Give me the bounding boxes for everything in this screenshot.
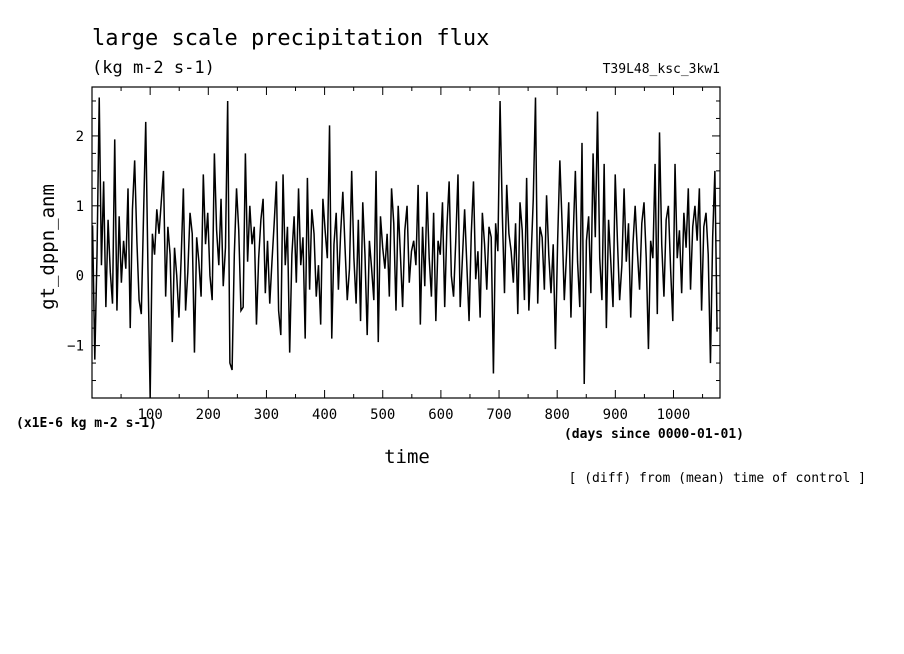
y-axis-label: gt_dppn_anm	[37, 184, 59, 310]
x-axis-ticks: 100 200 300 400 500 600 700 800 900 1000	[120, 87, 704, 423]
x-tick-label: 300	[254, 407, 279, 423]
x-axis-label: time	[384, 446, 430, 468]
time-units: (days since 0000-01-01)	[564, 427, 744, 442]
series-line	[92, 97, 718, 398]
run-name: T39L48_ksc_3kw1	[603, 62, 720, 77]
y-tick-label: 0	[76, 269, 84, 285]
x-tick-label: 500	[370, 407, 395, 423]
x-tick-label: 800	[545, 407, 570, 423]
diff-note: [ (diff) from (mean) time of control ]	[569, 471, 866, 486]
scale-note: (x1E-6 kg m-2 s-1)	[16, 416, 157, 431]
x-tick-label: 400	[312, 407, 337, 423]
y-tick-label: −1	[67, 339, 84, 355]
chart-units: (kg m-2 s-1)	[92, 58, 215, 78]
x-tick-label: 700	[486, 407, 511, 423]
plot-area: 100 200 300 400 500 600 700 800 900 1000 −1 0 1 2	[67, 86, 721, 423]
y-tick-label: 2	[76, 129, 84, 145]
y-tick-label: 1	[76, 199, 84, 215]
chart-title: large scale precipitation flux	[92, 26, 489, 51]
x-tick-label: 900	[603, 407, 628, 423]
x-tick-label: 600	[428, 407, 453, 423]
x-tick-label: 1000	[657, 407, 691, 423]
plot-frame	[91, 86, 721, 399]
x-tick-label: 200	[196, 407, 221, 423]
x-tick-label: 100	[137, 407, 162, 423]
